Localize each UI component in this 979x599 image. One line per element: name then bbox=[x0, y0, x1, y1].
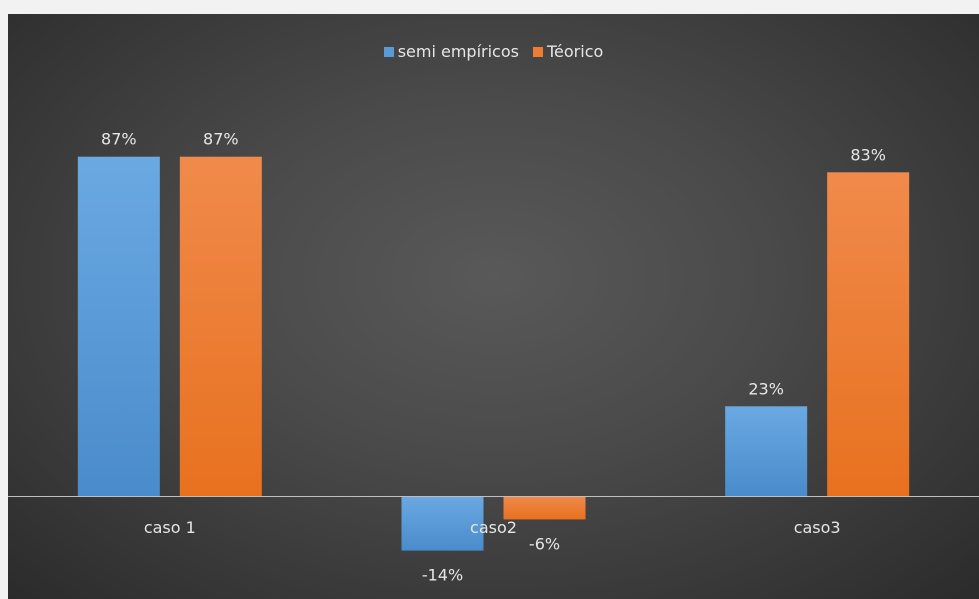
bar-caso-1-series-1 bbox=[179, 156, 262, 496]
category-label-caso3: caso3 bbox=[794, 518, 841, 537]
bars-layer bbox=[77, 156, 910, 551]
legend-label-series-1: Téorico bbox=[546, 42, 604, 61]
bar-chart: 87% 87% caso 1 -14% -6% caso2 23% 83% caso3 bbox=[8, 130, 979, 585]
bar-caso2-series-1 bbox=[503, 496, 586, 520]
data-label-caso3-series-1: 83% bbox=[850, 145, 886, 164]
data-label-caso-1-series-0: 87% bbox=[101, 130, 137, 149]
legend-label-series-0: semi empíricos bbox=[397, 42, 519, 61]
category-label-caso-1: caso 1 bbox=[144, 518, 196, 537]
data-label-caso3-series-0: 23% bbox=[748, 379, 784, 398]
legend-swatch-series-1 bbox=[532, 46, 543, 57]
data-label-caso2-series-1: -6% bbox=[529, 534, 560, 553]
legend-item-series-0: semi empíricos bbox=[383, 42, 519, 61]
chart-area: semi empíricos Téorico 87% 87% caso 1 -14% -… bbox=[8, 14, 979, 599]
bar-caso-1-series-0 bbox=[77, 156, 160, 496]
labels-layer: 87% 87% caso 1 -14% -6% caso2 23% 83% caso3 bbox=[101, 130, 886, 585]
category-label-caso2: caso2 bbox=[470, 518, 517, 537]
bar-caso3-series-1 bbox=[827, 172, 910, 497]
legend-swatch-series-0 bbox=[383, 46, 394, 57]
legend-item-series-1: Téorico bbox=[532, 42, 604, 61]
bar-caso2-series-0 bbox=[401, 496, 484, 551]
data-label-caso-1-series-1: 87% bbox=[203, 130, 239, 149]
chart-legend: semi empíricos Téorico bbox=[8, 42, 979, 61]
data-label-caso2-series-0: -14% bbox=[422, 566, 463, 585]
bar-caso3-series-0 bbox=[725, 406, 808, 496]
